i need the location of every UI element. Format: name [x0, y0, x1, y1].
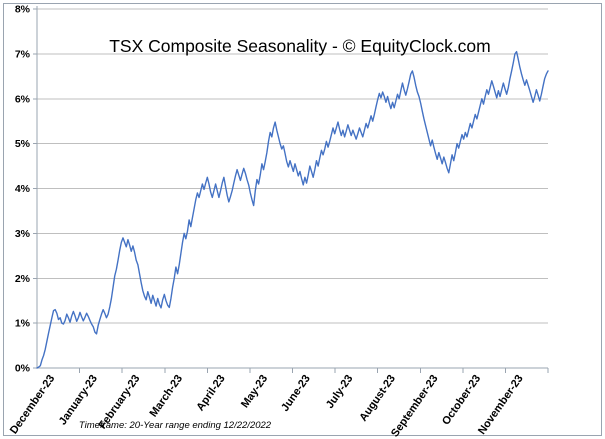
x-axis-ticks	[79, 368, 549, 373]
chart-frame	[3, 3, 602, 436]
x-axis-tick-label: December-23	[8, 373, 57, 436]
y-axis-tick-label: 2%	[15, 273, 31, 285]
y-axis-tick-label: 7%	[15, 48, 31, 60]
y-axis-tick-label: 6%	[15, 93, 31, 105]
y-axis-tick-labels: 8% 7% 6% 5% 4% 3% 2% 1% 0%	[15, 4, 31, 375]
x-axis-tick-label: June-23	[279, 373, 313, 414]
series-line-tsx-composite	[36, 50, 549, 369]
y-axis-tick-label: 5%	[15, 138, 31, 150]
x-axis-tick-label: September-23	[389, 373, 441, 439]
x-axis-tick-label: November-23	[476, 373, 526, 437]
y-axis-tick-label: 3%	[15, 228, 31, 240]
chart-title: TSX Composite Seasonality - © EquityCloc…	[109, 36, 491, 56]
y-axis-tick-label: 0%	[15, 363, 31, 375]
x-axis-tick-label: July-23	[324, 373, 356, 411]
x-axis-tick-label: October-23	[440, 373, 483, 427]
chart-footnote: Timeframe: 20-Year range ending 12/22/20…	[79, 420, 272, 431]
y-axis-tick-label: 8%	[15, 4, 31, 16]
x-axis-tick-label: May-23	[239, 373, 270, 410]
y-axis-tick-label: 1%	[15, 318, 31, 330]
x-axis-tick-label: March-23	[148, 373, 186, 419]
x-axis-tick-label: August-23	[357, 373, 398, 424]
gridlines	[33, 8, 548, 369]
x-axis-tick-label: April-23	[194, 373, 227, 413]
y-axis-tick-label: 4%	[15, 183, 31, 195]
